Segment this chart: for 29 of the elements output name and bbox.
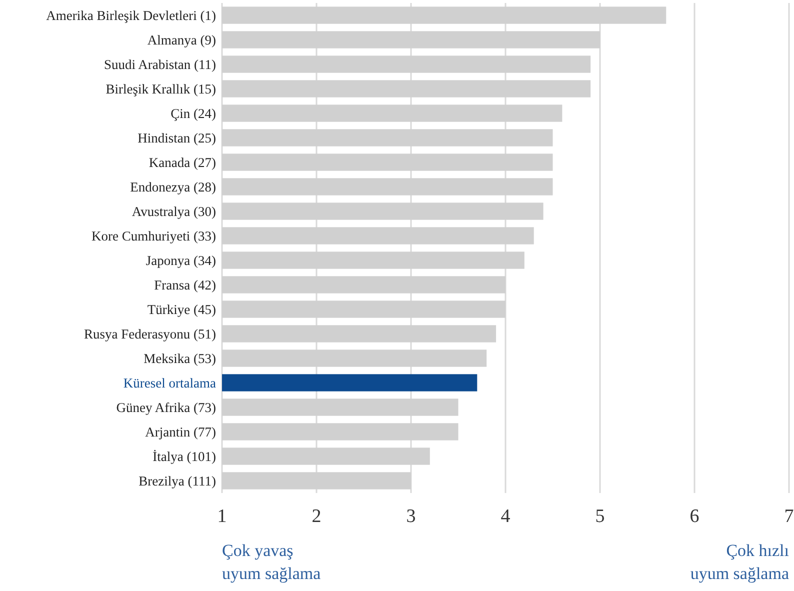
text: Çok hızlı uyum sağlama	[690, 541, 790, 583]
y-tick-label: Almanya (9)	[147, 32, 216, 48]
y-tick-label: Meksika (53)	[144, 350, 216, 366]
x-tick-label: 3	[406, 506, 416, 527]
x-tick-label: 6	[690, 506, 700, 527]
y-tick-label: Çin (24)	[170, 106, 216, 121]
y-tick-label: Türkiye (45)	[147, 302, 216, 317]
x-tick-label: 5	[595, 506, 605, 527]
y-tick-label: Amerika Birleşik Devletleri (1)	[46, 8, 216, 23]
text: Çok yavaş uyum sağlama	[222, 541, 322, 583]
y-tick-label: Küresel ortalama	[123, 375, 216, 390]
y-tick-label: Endonezya (28)	[130, 179, 216, 194]
y-tick-label: Güney Afrika (73)	[116, 400, 216, 415]
y-tick-label: Birleşik Krallık (15)	[106, 81, 216, 96]
y-tick-label: Brezilya (111)	[138, 473, 216, 488]
x-tick-label: 4	[500, 506, 511, 527]
y-tick-label: Hindistan (25)	[138, 130, 216, 146]
x-tick-label: 2	[312, 506, 322, 527]
y-tick-label: Rusya Federasyonu (51)	[84, 326, 216, 342]
y-tick-label: Arjantin (77)	[145, 424, 216, 440]
y-tick-label: Suudi Arabistan (11)	[104, 56, 216, 72]
x-tick-label: 7	[784, 506, 794, 527]
x-tick-label: 1	[217, 506, 227, 527]
y-tick-label: İtalya (101)	[152, 448, 216, 464]
y-tick-label: Fransa (42)	[154, 277, 216, 292]
y-tick-label: Kore Cumhuriyeti (33)	[92, 228, 216, 244]
y-tick-label: Avustralya (30)	[132, 204, 216, 219]
y-tick-label: Kanada (27)	[148, 154, 216, 170]
y-tick-label: Japonya (34)	[146, 252, 216, 268]
